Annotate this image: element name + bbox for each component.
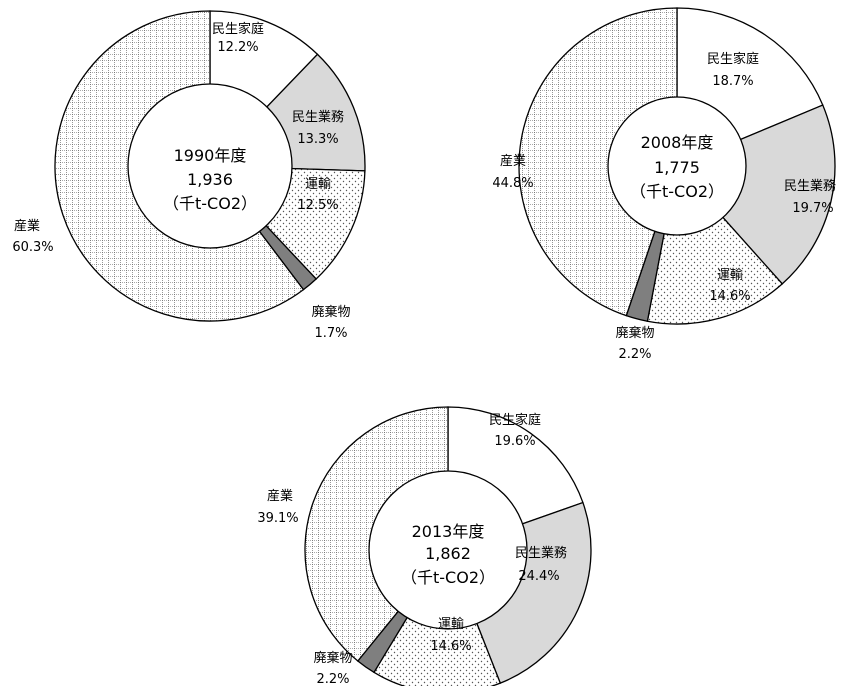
label-haikibutsu-name: 廃棄物	[313, 650, 352, 666]
label-unyu-name: 運輸	[717, 268, 743, 283]
center-unit: （千t-CO2）	[163, 194, 257, 213]
center-year: 1990年度	[174, 146, 247, 165]
label-minsei-katei-pct: 19.6%	[494, 434, 535, 449]
label-sangyo-name: 産業	[267, 488, 293, 504]
label-sangyo-pct: 44.8%	[492, 176, 533, 191]
donut-hole	[368, 470, 528, 630]
label-haikibutsu-pct: 1.7%	[314, 326, 347, 341]
label-minsei-gyomu-name: 民生業務	[292, 109, 344, 125]
center-unit: （千t-CO2）	[401, 568, 495, 587]
donut-hole	[127, 83, 293, 249]
label-minsei-gyomu-name: 民生業務	[515, 545, 567, 561]
center-total: 1,775	[654, 158, 700, 177]
center-total: 1,862	[425, 544, 471, 563]
donut-1990: 1990年度 1,936 （千t-CO2） 民生家庭 12.2% 民生業務 13…	[12, 10, 366, 341]
label-unyu-pct: 14.6%	[430, 639, 471, 654]
label-minsei-gyomu-pct: 13.3%	[297, 132, 338, 147]
label-unyu-pct: 14.6%	[709, 289, 750, 304]
slice-sangyo	[518, 7, 678, 317]
donut-hole	[607, 96, 747, 236]
center-total: 1,936	[187, 170, 233, 189]
label-haikibutsu-name: 廃棄物	[311, 304, 350, 320]
label-unyu-pct: 12.5%	[297, 198, 338, 213]
label-unyu-name: 運輸	[438, 617, 464, 632]
label-sangyo-pct: 39.1%	[257, 511, 298, 526]
label-minsei-katei-name: 民生家庭	[707, 51, 759, 67]
label-minsei-katei-name: 民生家庭	[212, 21, 264, 37]
label-minsei-katei-pct: 18.7%	[712, 74, 753, 89]
label-haikibutsu-pct: 2.2%	[316, 672, 349, 686]
label-minsei-gyomu-name: 民生業務	[784, 178, 836, 194]
label-minsei-katei-name: 民生家庭	[489, 412, 541, 428]
center-unit: （千t-CO2）	[630, 182, 724, 201]
label-minsei-gyomu-pct: 19.7%	[792, 201, 833, 216]
label-sangyo-pct: 60.3%	[12, 240, 53, 255]
center-year: 2013年度	[412, 522, 485, 541]
label-sangyo-name: 産業	[14, 218, 40, 234]
label-haikibutsu-pct: 2.2%	[618, 347, 651, 362]
donut-2008: 2008年度 1,775 （千t-CO2） 民生家庭 18.7% 民生業務 19…	[492, 7, 836, 362]
label-sangyo-name: 産業	[500, 153, 526, 169]
center-year: 2008年度	[641, 133, 714, 152]
label-minsei-katei-pct: 12.2%	[217, 40, 258, 55]
label-haikibutsu-name: 廃棄物	[615, 325, 654, 341]
label-minsei-gyomu-pct: 24.4%	[518, 569, 559, 584]
donut-2013: 2013年度 1,862 （千t-CO2） 民生家庭 19.6% 民生業務 24…	[257, 406, 592, 686]
label-unyu-name: 運輸	[305, 177, 331, 192]
